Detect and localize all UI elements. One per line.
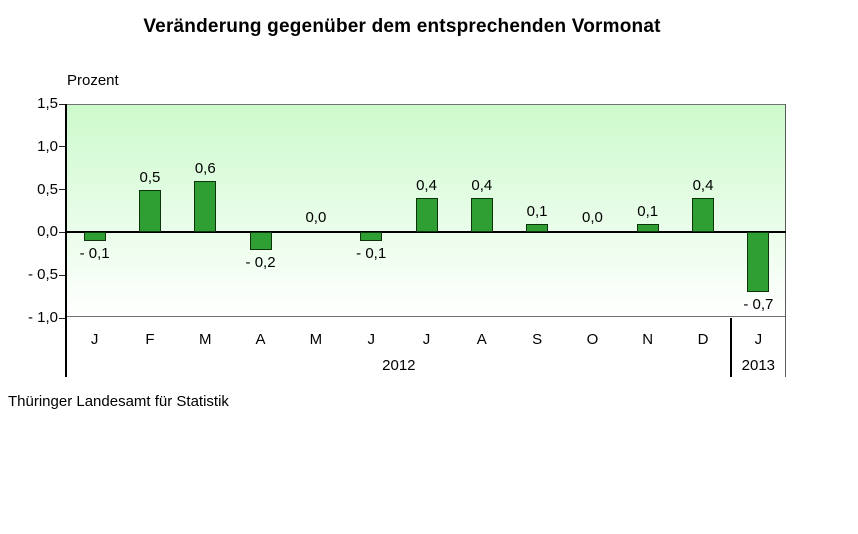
y-axis-line <box>65 104 67 377</box>
bar <box>470 198 493 233</box>
x-tick-label: M <box>199 331 212 348</box>
bar <box>83 232 106 241</box>
y-tick-mark <box>59 274 65 276</box>
bar <box>636 223 659 233</box>
x-tick-label: J <box>422 331 431 348</box>
bar <box>526 223 549 233</box>
y-tick-label: 0,5 <box>37 180 58 198</box>
year-group-label: 2012 <box>382 357 416 374</box>
bar <box>415 198 438 233</box>
bar-value-label: 0,0 <box>305 209 327 227</box>
x-tick-label: D <box>697 331 709 348</box>
y-tick-label: 1,5 <box>37 95 58 112</box>
x-tick-label: A <box>255 331 266 348</box>
y-tick-mark <box>59 189 65 191</box>
bar <box>747 232 770 293</box>
year-separator-line <box>730 318 732 377</box>
y-axis-unit-label: Prozent <box>67 72 119 89</box>
y-tick-mark <box>59 103 65 105</box>
x-tick-label: S <box>532 331 543 348</box>
source-note: Thüringer Landesamt für Statistik <box>8 393 229 410</box>
chart-title: Veränderung gegenüber dem entsprechenden… <box>143 16 661 37</box>
y-tick-mark <box>59 146 65 148</box>
x-tick-label: F <box>145 331 155 348</box>
y-tick-label: 1,0 <box>37 137 58 155</box>
bar-value-label: 0,4 <box>692 177 714 195</box>
bar-value-label: 0,1 <box>637 202 659 220</box>
y-tick-mark <box>59 317 65 319</box>
bar-value-label: 0,5 <box>139 168 161 186</box>
x-tick-label: J <box>367 331 375 348</box>
x-tick-label: J <box>90 331 99 348</box>
plot-right-border <box>785 104 786 377</box>
year-group-label: 2013 <box>741 357 776 374</box>
bar-value-label: 0,4 <box>471 177 493 195</box>
bar <box>249 232 272 250</box>
bar <box>360 232 383 241</box>
bar <box>138 189 161 233</box>
bar-value-label: 0,4 <box>416 177 437 195</box>
bar-value-label: - 0,7 <box>743 296 774 314</box>
y-tick-label: 0,0 <box>37 223 58 241</box>
bar <box>194 181 217 233</box>
x-tick-label: O <box>586 331 599 348</box>
bar-value-label: 0,6 <box>194 160 216 178</box>
bar-value-label: - 0,2 <box>245 253 276 271</box>
y-tick-label: - 0,5 <box>27 266 58 284</box>
bar-value-label: 0,0 <box>581 209 603 227</box>
y-tick-mark <box>59 231 65 233</box>
x-tick-label: N <box>642 331 654 348</box>
x-tick-label: M <box>309 331 323 348</box>
bar-value-label: - 0,1 <box>79 244 110 262</box>
bar-value-label: - 0,1 <box>356 244 387 262</box>
x-tick-label: A <box>476 331 487 348</box>
y-tick-label: - 1,0 <box>27 309 58 326</box>
bar <box>692 198 715 233</box>
bar-value-label: 0,1 <box>526 202 548 220</box>
x-tick-label: J <box>754 331 763 348</box>
zero-baseline <box>67 231 786 234</box>
